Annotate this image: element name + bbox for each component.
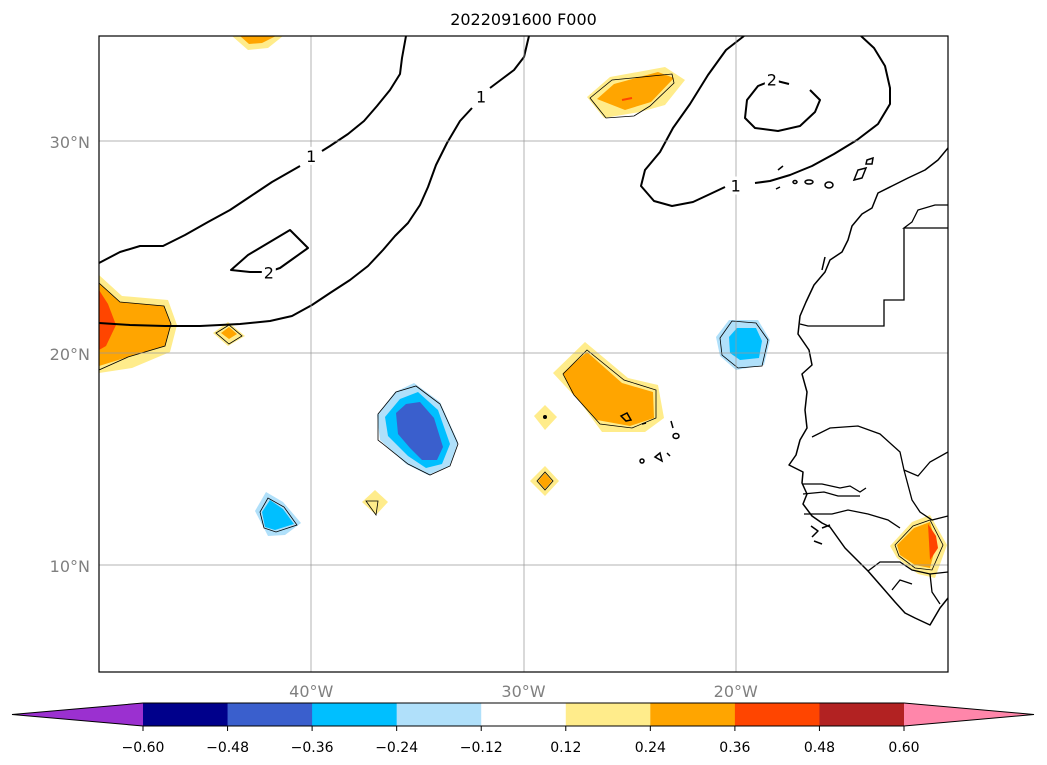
colorbar-label-2: −0.36 <box>291 740 334 756</box>
colorbar-segment-7 <box>734 703 820 726</box>
contour-label-0: 1 <box>306 147 316 166</box>
anomaly-region-blue-large <box>377 383 459 476</box>
colorbar-segment-3 <box>396 703 482 726</box>
plot-frame <box>98 35 949 673</box>
anomaly-region-north <box>587 67 685 119</box>
colorbar-segment-5 <box>565 703 651 726</box>
map-title: 2022091600 F000 <box>450 10 597 29</box>
latitude-labels: 10°N 20°N 30°N <box>50 133 90 576</box>
colorbar-segment-1 <box>227 703 313 726</box>
lon-label-1: 30°W <box>501 682 545 701</box>
colorbar-label-9: 0.60 <box>888 740 919 756</box>
contour-label-bg-2 <box>728 176 743 195</box>
anomaly-region-29w-14n <box>530 466 559 496</box>
lon-label-2: 20°W <box>714 682 758 701</box>
colorbar-label-5: 0.12 <box>550 740 581 756</box>
contour-label-bg-3 <box>261 263 276 282</box>
colorbar-extend-low <box>12 703 143 726</box>
anomaly-region-29w-17n <box>534 405 557 430</box>
anomaly-region-37w-13n <box>362 490 388 517</box>
colorbar-label-1: −0.48 <box>206 740 249 756</box>
colorbar-label-8: 0.48 <box>804 740 835 756</box>
contour-label-1: 1 <box>476 87 486 106</box>
colorbar-label-3: −0.24 <box>375 740 418 756</box>
colorbar-segment-2 <box>312 703 398 726</box>
islands <box>619 156 874 464</box>
colorbar-segment-8 <box>819 703 905 726</box>
colorbar-label-6: 0.24 <box>635 740 666 756</box>
colorbar-label-4: −0.12 <box>460 740 503 756</box>
contour-label-bg-4 <box>764 70 779 89</box>
colorbar: −0.60 −0.48 −0.36 −0.24 −0.12 0.12 0.24 0.36 0.4… <box>11 702 1035 756</box>
contour-label-bg-0 <box>304 146 319 165</box>
anomaly-region-center <box>553 342 664 432</box>
contour-label-bg-1 <box>474 87 489 106</box>
longitude-labels: 40°W 30°W 20°W <box>289 682 758 701</box>
lat-label-1: 20°N <box>50 345 90 364</box>
borders <box>799 204 948 605</box>
colorbar-segment-0 <box>143 703 229 726</box>
gridlines <box>99 36 948 672</box>
anomaly-region-small-44w <box>213 322 245 346</box>
lon-label-0: 40°W <box>289 682 333 701</box>
lat-label-0: 10°N <box>50 557 90 576</box>
coastline <box>788 147 948 626</box>
colorbar-label-0: −0.60 <box>122 740 165 756</box>
shaded-anomalies <box>99 36 947 578</box>
anomaly-region-southeast <box>890 515 947 578</box>
colorbar-segment-4 <box>481 703 567 726</box>
colorbar-segment-6 <box>650 703 736 726</box>
colorbar-extend-high <box>904 703 1034 726</box>
contour-label-3: 2 <box>264 263 274 282</box>
contour-labels: 1 1 1 2 2 <box>261 70 779 282</box>
contour-label-4: 2 <box>767 71 777 90</box>
colorbar-label-7: 0.36 <box>719 740 750 756</box>
contour-label-2: 1 <box>731 177 741 196</box>
lat-label-2: 30°N <box>50 133 90 152</box>
anomaly-region-blue-small <box>255 492 301 536</box>
contour-lines <box>99 36 891 327</box>
anomaly-region-top <box>232 36 283 50</box>
